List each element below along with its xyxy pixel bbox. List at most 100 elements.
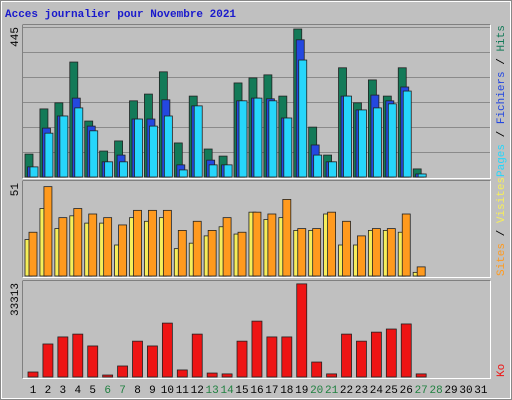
- x-tick-label: 30: [459, 385, 472, 397]
- bar: [311, 361, 323, 378]
- bar: [238, 100, 248, 178]
- bar: [343, 95, 352, 178]
- bar: [327, 211, 337, 277]
- y-tick-label: 33313: [10, 283, 22, 316]
- bar: [296, 283, 308, 378]
- bar: [298, 59, 308, 178]
- x-tick-label: 15: [235, 385, 248, 397]
- bar: [387, 103, 397, 178]
- bar: [236, 340, 248, 378]
- bar: [282, 199, 292, 277]
- bar: [223, 164, 233, 178]
- bar: [88, 213, 98, 277]
- x-tick-label: 24: [370, 385, 384, 397]
- bar: [281, 336, 293, 378]
- legend-entry: Fichiers: [496, 71, 508, 124]
- bar: [267, 213, 277, 277]
- x-tick-label: 10: [161, 385, 174, 397]
- legend-entry: Pages: [496, 144, 508, 177]
- bar: [87, 345, 99, 378]
- bar: [266, 336, 278, 378]
- bar: [162, 209, 172, 277]
- bar: [104, 161, 114, 178]
- x-tick-label: 20: [310, 385, 323, 397]
- bar: [341, 333, 352, 378]
- x-tick-label: 16: [250, 385, 263, 397]
- bar: [386, 228, 396, 277]
- bar: [117, 365, 128, 378]
- x-tick-label: 29: [444, 385, 457, 397]
- x-tick-label: 19: [295, 385, 308, 397]
- legend-separator: /: [496, 124, 508, 144]
- x-tick-label: 22: [340, 385, 353, 397]
- x-tick-label: 28: [430, 385, 443, 397]
- bar: [72, 333, 84, 378]
- legend: Pages / Fichiers / Hits: [496, 25, 508, 177]
- bar: [43, 186, 53, 277]
- bar: [29, 166, 39, 178]
- bar: [268, 100, 278, 178]
- x-tick-label: 1: [30, 385, 37, 397]
- x-tick-label: 4: [74, 385, 81, 397]
- bar: [222, 217, 232, 277]
- bar: [417, 173, 427, 178]
- bar: [176, 369, 188, 378]
- bar: [163, 115, 173, 178]
- bar: [118, 224, 127, 277]
- bar: [178, 169, 188, 178]
- bar: [283, 117, 293, 178]
- bar: [27, 371, 39, 378]
- bar: [416, 266, 426, 277]
- bar: [312, 228, 322, 277]
- x-tick-label: 2: [45, 385, 52, 397]
- bar: [237, 231, 247, 277]
- legend: Ko: [496, 364, 508, 377]
- bar: [134, 118, 143, 178]
- legend-separator: /: [496, 223, 508, 243]
- bar: [192, 220, 202, 277]
- bar: [221, 373, 233, 378]
- bar: [326, 373, 338, 378]
- legend: Sites / Visites: [496, 177, 508, 276]
- x-tick-label: 6: [104, 385, 111, 397]
- bar: [415, 373, 427, 378]
- bar: [132, 340, 143, 378]
- bar: [74, 107, 84, 178]
- bar: [42, 343, 54, 378]
- bar: [147, 345, 158, 378]
- bar: [191, 333, 203, 378]
- x-tick-label: 12: [191, 385, 204, 397]
- bar: [401, 213, 411, 277]
- bar: [358, 109, 367, 178]
- bar: [342, 220, 351, 277]
- bar: [193, 105, 203, 178]
- x-tick-label: 5: [89, 385, 96, 397]
- x-tick-label: 17: [265, 385, 278, 397]
- bar: [148, 209, 157, 277]
- bar: [357, 235, 366, 277]
- legend-separator: /: [496, 52, 508, 72]
- bar: [119, 161, 128, 178]
- y-tick-label: 445: [10, 27, 22, 47]
- x-tick-label: 9: [149, 385, 156, 397]
- bar: [59, 115, 69, 178]
- bar: [57, 336, 69, 378]
- bar: [177, 230, 187, 277]
- bar: [385, 328, 397, 378]
- x-tick-label: 7: [119, 385, 126, 397]
- bar: [371, 228, 381, 277]
- y-tick-label: 51: [10, 183, 22, 197]
- bar: [402, 90, 412, 178]
- legend-entry: Ko: [496, 364, 508, 377]
- x-tick-label: 26: [400, 385, 413, 397]
- bar: [297, 228, 307, 277]
- x-tick-label: 18: [280, 385, 293, 397]
- chart-title: Acces journalier pour Novembre 2021: [5, 9, 236, 21]
- bar: [102, 374, 114, 378]
- x-tick-label: 11: [176, 385, 190, 397]
- bar: [356, 340, 367, 378]
- x-tick-label: 3: [60, 385, 67, 397]
- bar: [400, 323, 412, 378]
